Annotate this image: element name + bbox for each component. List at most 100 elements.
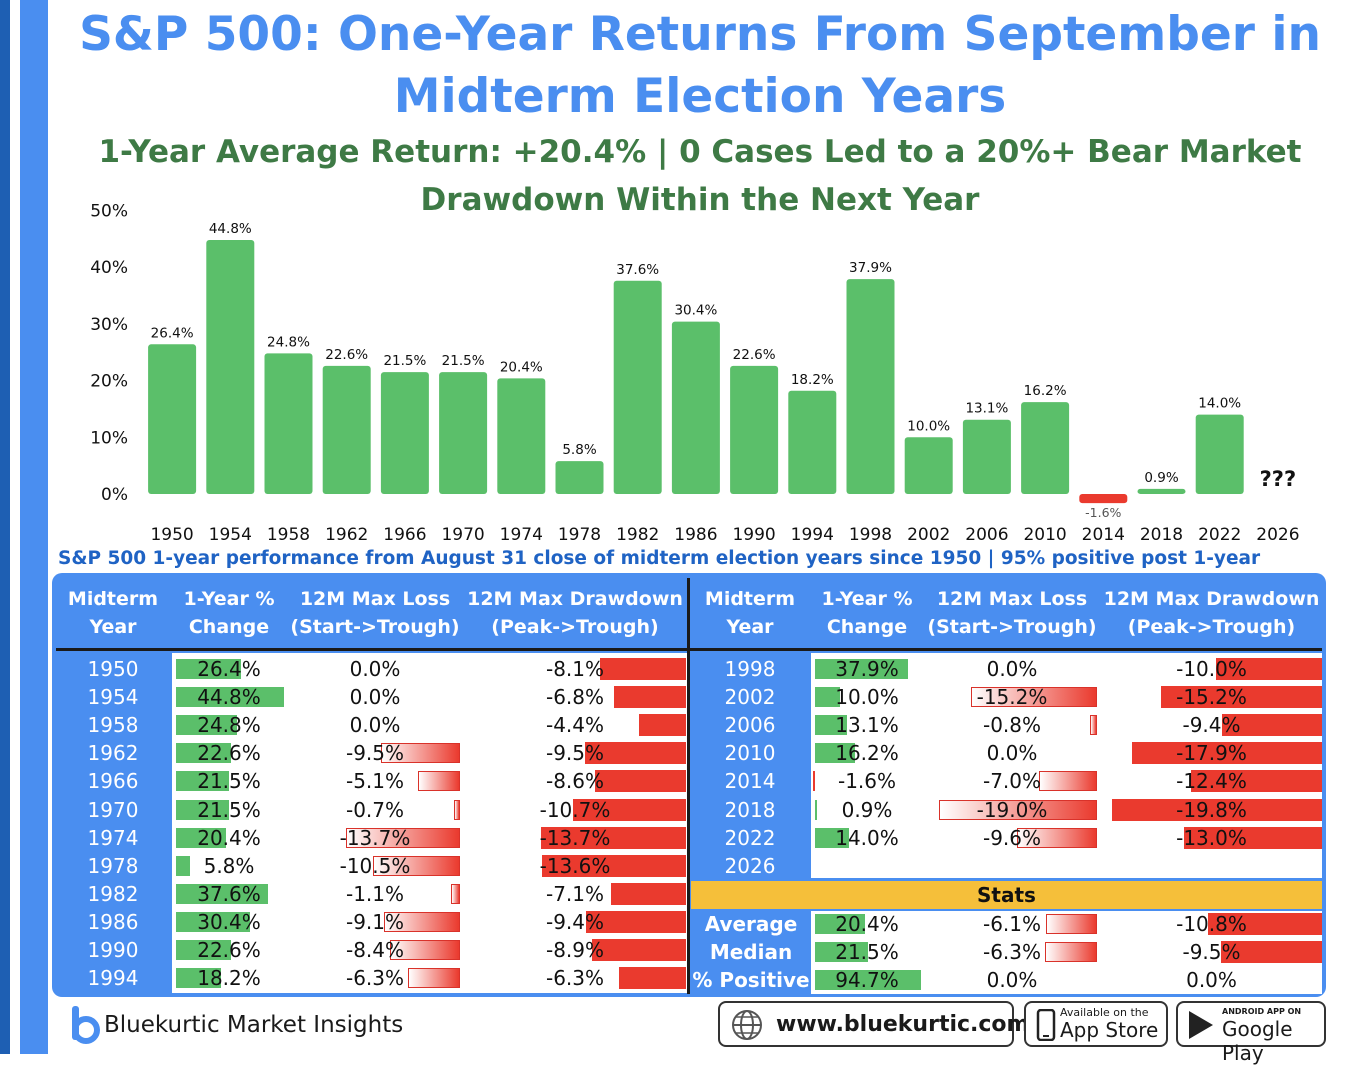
y-tick-label: 20% bbox=[90, 372, 128, 392]
bar bbox=[322, 365, 371, 494]
google-play-small-text: ANDROID APP ON bbox=[1222, 1007, 1302, 1016]
change-data-bar bbox=[176, 687, 284, 708]
returns-bar-chart: 0% 10% 20% 30% 40% 50% 26.4% 1950 44.8% 1954 24.8%… bbox=[90, 202, 1299, 546]
page-title: S&P 500: One-Year Returns From September… bbox=[79, 7, 1321, 124]
max-drawdown-value-cell: -9.5% bbox=[1182, 940, 1241, 965]
max-drawdown-value-cell: -9.4% bbox=[545, 909, 605, 934]
max-loss-data-bar bbox=[1046, 914, 1097, 934]
x-tick-label: 2006 bbox=[965, 525, 1008, 545]
change-value-cell: 94.7% bbox=[835, 968, 899, 993]
column-header-line: 12M Max Loss bbox=[936, 588, 1088, 610]
change-value-cell bbox=[811, 852, 923, 880]
bar bbox=[439, 372, 488, 494]
bar bbox=[846, 279, 895, 494]
max-drawdown-value-cell: -8.6% bbox=[545, 769, 605, 794]
table-year-cell: 1974 bbox=[87, 825, 139, 850]
max-loss-data-bar bbox=[1017, 827, 1097, 848]
change-value-cell: 20.4% bbox=[197, 825, 261, 850]
change-value-cell: 30.4% bbox=[197, 909, 261, 934]
app-store-small-text: Available on the bbox=[1060, 1006, 1149, 1019]
max-loss-value-cell: 0.0% bbox=[986, 968, 1038, 993]
max-drawdown-data-bar bbox=[540, 826, 686, 849]
change-data-bar bbox=[176, 799, 229, 820]
max-drawdown-data-bar bbox=[1207, 913, 1322, 935]
max-loss-data-bar bbox=[407, 968, 460, 989]
x-tick-label: 1970 bbox=[441, 525, 484, 545]
bar-value-label: 21.5% bbox=[383, 353, 426, 369]
max-drawdown-value-cell: -4.4% bbox=[545, 713, 605, 738]
left-accent-stripe bbox=[20, 0, 48, 1054]
max-loss-value-cell: -9.1% bbox=[345, 909, 405, 934]
table-year-cell: 2006 bbox=[724, 713, 776, 738]
x-tick-label: 2002 bbox=[907, 525, 950, 545]
max-loss-data-bar bbox=[450, 883, 460, 904]
table-year-cell: 2002 bbox=[724, 685, 776, 710]
bar bbox=[962, 419, 1011, 494]
max-drawdown-data-bar bbox=[585, 742, 686, 765]
bar-value-label: 37.9% bbox=[849, 260, 892, 276]
y-tick-label: 30% bbox=[90, 315, 128, 335]
y-tick-label: 0% bbox=[101, 485, 128, 505]
x-tick-label: 1958 bbox=[267, 525, 310, 545]
change-data-bar bbox=[815, 970, 921, 991]
change-data-bar bbox=[176, 827, 226, 848]
change-value-cell: 44.8% bbox=[197, 685, 261, 710]
website-badge[interactable]: www.bluekurtic.com bbox=[718, 1001, 1029, 1047]
max-drawdown-value-cell: -12.4% bbox=[1176, 769, 1247, 794]
x-tick-label: 1974 bbox=[500, 525, 543, 545]
bar-value-label: 0.9% bbox=[1144, 470, 1178, 486]
google-play-badge[interactable]: ANDROID APP ON Google Play bbox=[1176, 1001, 1326, 1065]
column-header-line: 12M Max Loss bbox=[299, 588, 451, 610]
x-tick-label: 1990 bbox=[732, 525, 775, 545]
change-data-bar bbox=[815, 914, 865, 934]
table-year-cell: 1966 bbox=[87, 769, 139, 794]
table-year-cell: 2022 bbox=[724, 825, 776, 850]
left-accent-bar bbox=[0, 0, 10, 1054]
table-year-cell: 1954 bbox=[87, 685, 139, 710]
stats-row-label: Average bbox=[704, 912, 798, 936]
max-loss-value-cell: -13.7% bbox=[339, 825, 411, 850]
bar-value-label: 30.4% bbox=[674, 303, 717, 319]
phone-icon bbox=[1036, 1009, 1056, 1041]
change-data-bar bbox=[176, 771, 229, 792]
max-loss-value-cell: 0.0% bbox=[986, 741, 1038, 766]
column-header-line: (Peak->Trough) bbox=[491, 616, 659, 638]
bar-value-label: 18.2% bbox=[791, 372, 834, 388]
change-data-bar bbox=[815, 799, 818, 820]
change-value-cell: 22.6% bbox=[197, 741, 261, 766]
bar bbox=[497, 378, 546, 494]
column-header: 1-Year % Change bbox=[811, 585, 923, 641]
max-loss-value-cell: 0.0% bbox=[349, 657, 401, 681]
change-value-cell: 0.9% bbox=[841, 797, 893, 822]
change-data-bar bbox=[815, 687, 840, 708]
x-tick-label: 1954 bbox=[209, 525, 252, 545]
max-drawdown-data-bar bbox=[1216, 658, 1322, 680]
bar-value-label: 5.8% bbox=[562, 442, 596, 458]
bar-value-label: 37.6% bbox=[616, 262, 659, 278]
max-loss-data-bar bbox=[372, 855, 460, 876]
column-header-line: (Peak->Trough) bbox=[1127, 616, 1296, 638]
change-data-bar bbox=[815, 942, 868, 963]
bar bbox=[613, 280, 662, 494]
max-loss-value-cell: -15.2% bbox=[976, 685, 1048, 710]
max-drawdown-data-bar bbox=[619, 967, 686, 990]
bar-value-label: 22.6% bbox=[325, 347, 368, 363]
column-header: Midterm Year bbox=[691, 585, 809, 641]
max-loss-value-cell bbox=[925, 852, 1099, 880]
table-year-cell: 1986 bbox=[87, 909, 139, 934]
app-store-badge[interactable]: Available on the App Store bbox=[1024, 1001, 1168, 1047]
max-loss-data-bar bbox=[454, 799, 460, 820]
bar bbox=[380, 372, 429, 494]
column-header: 12M Max Loss (Start->Trough) bbox=[925, 585, 1099, 641]
table-year-cell: 1970 bbox=[87, 797, 139, 822]
column-header-line: Midterm bbox=[67, 588, 159, 610]
table-year-cell: 1994 bbox=[87, 966, 139, 991]
table-year-cell: 2018 bbox=[724, 797, 776, 822]
y-tick-label: 10% bbox=[90, 428, 128, 448]
max-loss-data-bar bbox=[970, 687, 1097, 708]
website-link[interactable]: www.bluekurtic.com bbox=[776, 1012, 1030, 1037]
table-year-cell: 1950 bbox=[87, 657, 139, 681]
max-drawdown-data-bar bbox=[572, 798, 686, 821]
change-data-bar bbox=[176, 659, 241, 679]
page-subtitle: 1-Year Average Return: +20.4% | 0 Cases … bbox=[98, 134, 1302, 218]
